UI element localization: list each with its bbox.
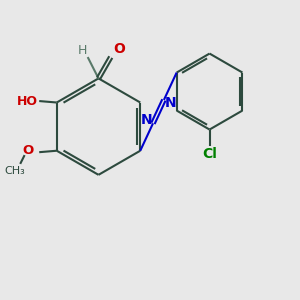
Text: O: O [113, 42, 125, 56]
Text: HO: HO [17, 94, 38, 108]
Text: O: O [22, 144, 33, 157]
Text: N: N [165, 96, 176, 110]
Text: CH₃: CH₃ [4, 166, 25, 176]
Text: H: H [78, 44, 87, 57]
Text: N: N [141, 113, 152, 127]
Text: Cl: Cl [202, 147, 217, 161]
